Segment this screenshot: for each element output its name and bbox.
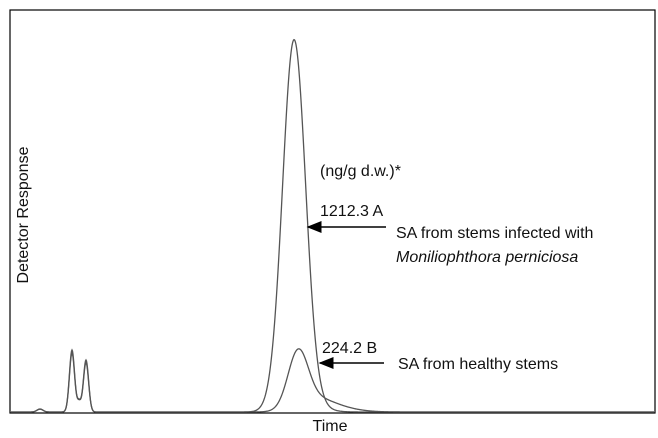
annotation-value: 1212.3 A <box>320 203 384 220</box>
x-axis-label: Time <box>313 418 348 435</box>
plot-frame <box>9 9 656 414</box>
annotation-text: SA from stems infected with <box>396 225 593 242</box>
y-axis-label: Detector Response <box>15 146 32 283</box>
annotation-text: SA from healthy stems <box>398 356 558 373</box>
annotation-value: 224.2 B <box>322 340 377 357</box>
units-note: (ng/g d.w.)* <box>320 163 401 180</box>
trace-healthy <box>11 348 654 413</box>
annotation-text: Moniliophthora perniciosa <box>396 249 578 266</box>
